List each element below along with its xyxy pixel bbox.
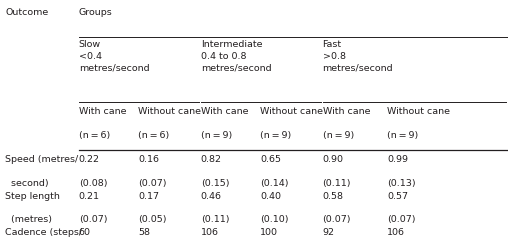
Text: Outcome: Outcome bbox=[5, 8, 48, 17]
Text: 0.99: 0.99 bbox=[387, 155, 408, 164]
Text: 106: 106 bbox=[201, 228, 218, 237]
Text: 0.22: 0.22 bbox=[79, 155, 100, 164]
Text: (0.11): (0.11) bbox=[201, 215, 229, 225]
Text: With cane: With cane bbox=[201, 107, 248, 116]
Text: 0.90: 0.90 bbox=[323, 155, 343, 164]
Text: (0.13): (0.13) bbox=[387, 179, 416, 188]
Text: (n = 9): (n = 9) bbox=[323, 131, 354, 140]
Text: 0.46: 0.46 bbox=[201, 192, 221, 201]
Text: (0.10): (0.10) bbox=[260, 215, 289, 225]
Text: 58: 58 bbox=[138, 228, 150, 237]
Text: Cadence (steps/: Cadence (steps/ bbox=[5, 228, 82, 237]
Text: Fast
>0.8
metres/second: Fast >0.8 metres/second bbox=[323, 40, 393, 72]
Text: 60: 60 bbox=[79, 228, 91, 237]
Text: (0.14): (0.14) bbox=[260, 179, 289, 188]
Text: (0.08): (0.08) bbox=[79, 179, 107, 188]
Text: Slow
<0.4
metres/second: Slow <0.4 metres/second bbox=[79, 40, 149, 72]
Text: 0.82: 0.82 bbox=[201, 155, 221, 164]
Text: With cane: With cane bbox=[79, 107, 126, 116]
Text: 0.65: 0.65 bbox=[260, 155, 281, 164]
Text: 106: 106 bbox=[387, 228, 405, 237]
Text: (0.15): (0.15) bbox=[201, 179, 229, 188]
Text: Without cane: Without cane bbox=[260, 107, 323, 116]
Text: Speed (metres/: Speed (metres/ bbox=[5, 155, 78, 164]
Text: 0.17: 0.17 bbox=[138, 192, 159, 201]
Text: Step length: Step length bbox=[5, 192, 60, 201]
Text: (n = 6): (n = 6) bbox=[79, 131, 110, 140]
Text: 0.58: 0.58 bbox=[323, 192, 343, 201]
Text: 0.57: 0.57 bbox=[387, 192, 408, 201]
Text: (0.07): (0.07) bbox=[138, 179, 167, 188]
Text: Without cane: Without cane bbox=[387, 107, 450, 116]
Text: (0.07): (0.07) bbox=[387, 215, 416, 225]
Text: (n = 9): (n = 9) bbox=[201, 131, 232, 140]
Text: (n = 6): (n = 6) bbox=[138, 131, 170, 140]
Text: 0.40: 0.40 bbox=[260, 192, 281, 201]
Text: (n = 9): (n = 9) bbox=[260, 131, 292, 140]
Text: (0.07): (0.07) bbox=[323, 215, 351, 225]
Text: Intermediate
0.4 to 0.8
metres/second: Intermediate 0.4 to 0.8 metres/second bbox=[201, 40, 271, 72]
Text: (0.07): (0.07) bbox=[79, 215, 107, 225]
Text: second): second) bbox=[5, 179, 49, 188]
Text: Without cane: Without cane bbox=[138, 107, 201, 116]
Text: (0.11): (0.11) bbox=[323, 179, 351, 188]
Text: 0.21: 0.21 bbox=[79, 192, 100, 201]
Text: Groups: Groups bbox=[79, 8, 112, 17]
Text: (0.05): (0.05) bbox=[138, 215, 167, 225]
Text: 100: 100 bbox=[260, 228, 278, 237]
Text: (metres): (metres) bbox=[5, 215, 52, 225]
Text: 0.16: 0.16 bbox=[138, 155, 159, 164]
Text: With cane: With cane bbox=[323, 107, 370, 116]
Text: 92: 92 bbox=[323, 228, 335, 237]
Text: (n = 9): (n = 9) bbox=[387, 131, 419, 140]
